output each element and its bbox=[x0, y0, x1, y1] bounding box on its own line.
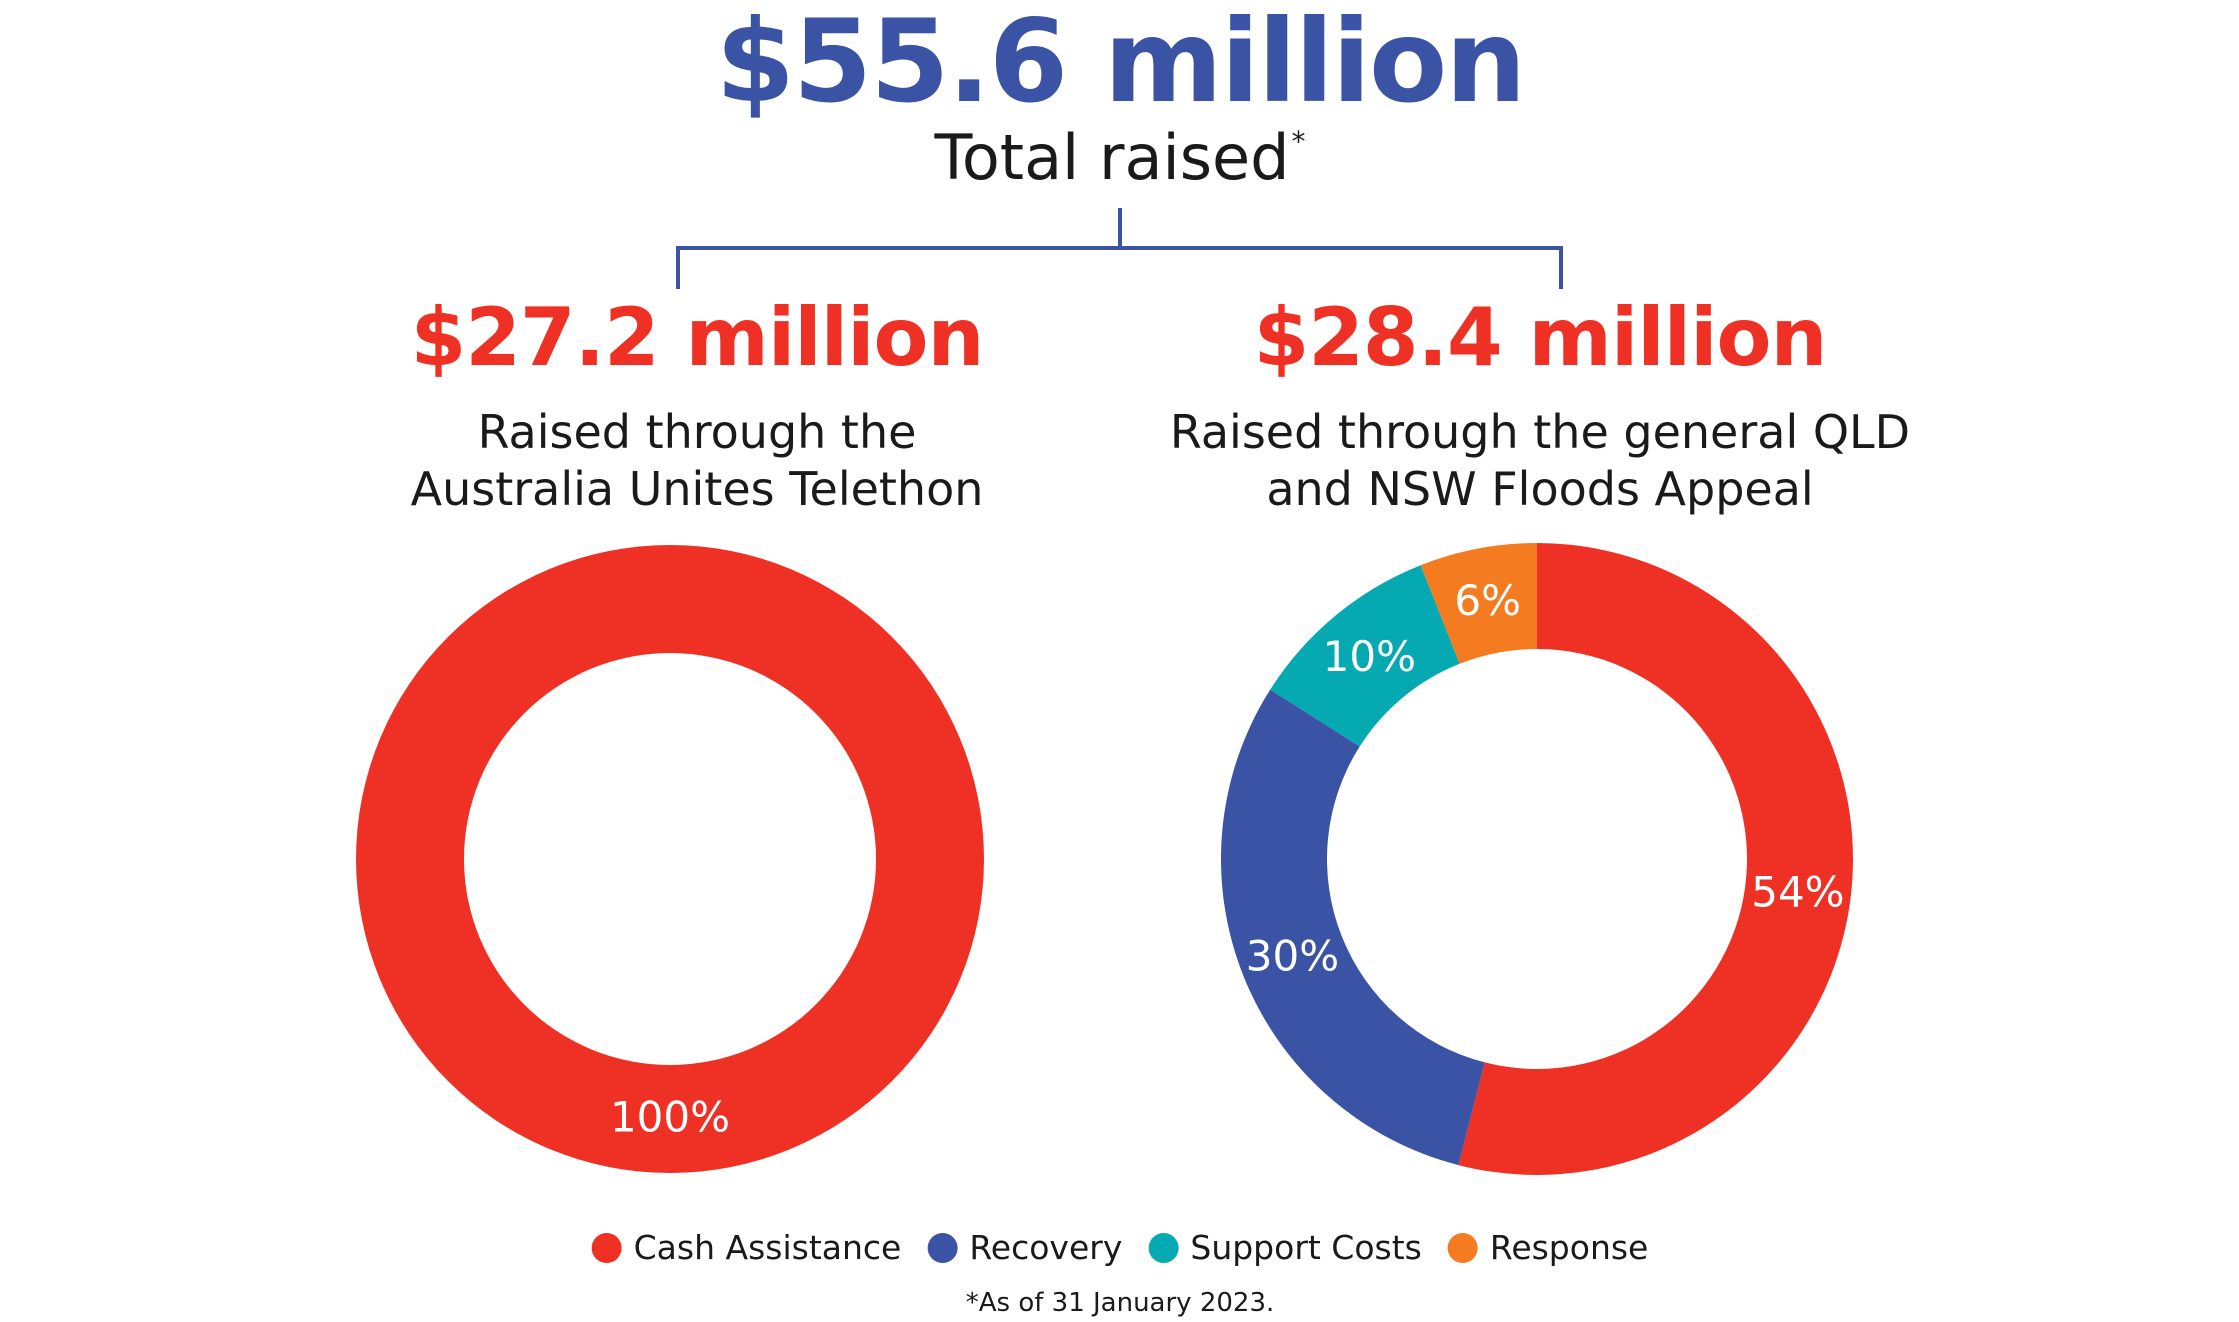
legend-swatch-response bbox=[1447, 1232, 1478, 1263]
legend-label-cash-assistance: Cash Assistance bbox=[633, 1228, 902, 1267]
donut-slice-recovery bbox=[1221, 689, 1485, 1166]
donut-label-recovery: 30% bbox=[1246, 931, 1339, 980]
legend-item-support-costs: Support Costs bbox=[1148, 1228, 1422, 1267]
legend-swatch-support-costs bbox=[1148, 1232, 1179, 1263]
donut-slice-support-costs bbox=[1270, 565, 1460, 747]
legend-label-support-costs: Support Costs bbox=[1190, 1228, 1422, 1267]
left-description-line2: Australia Unites Telethon bbox=[410, 462, 984, 516]
legend-item-response: Response bbox=[1447, 1228, 1649, 1267]
legend-swatch-recovery bbox=[927, 1232, 958, 1263]
legend-item-recovery: Recovery bbox=[927, 1228, 1122, 1267]
legend-label-response: Response bbox=[1489, 1228, 1649, 1267]
donut-slice-cash-assistance bbox=[1458, 543, 1853, 1175]
legend-label-recovery: Recovery bbox=[969, 1228, 1123, 1267]
legend-swatch-cash-assistance bbox=[591, 1232, 622, 1263]
footnote: *As of 31 January 2023. bbox=[965, 1288, 1275, 1318]
donut-label-support-costs: 10% bbox=[1323, 632, 1416, 681]
total-label-footnote-mark: * bbox=[1291, 125, 1306, 158]
right-description-line2: and NSW Floods Appeal bbox=[1266, 462, 1814, 516]
donut-slice-cash-assistance bbox=[356, 545, 984, 1173]
left-description-line1: Raised through the bbox=[477, 405, 917, 459]
donut-slice-response bbox=[1420, 543, 1537, 664]
total-label-text: Total raised bbox=[934, 121, 1290, 194]
legend-item-cash-assistance: Cash Assistance bbox=[591, 1228, 902, 1267]
donut-label-cash-assistance: 100% bbox=[610, 1093, 730, 1142]
right-amount: $28.4 million bbox=[1253, 291, 1828, 384]
right-description: Raised through the general QLD and NSW F… bbox=[1170, 404, 1910, 518]
donut-label-cash-assistance: 54% bbox=[1751, 867, 1844, 916]
left-amount: $27.2 million bbox=[410, 291, 985, 384]
left-description: Raised through the Australia Unites Tele… bbox=[411, 404, 984, 518]
total-amount: $55.6 million bbox=[715, 0, 1527, 128]
bracket-connector bbox=[676, 208, 1563, 289]
right-description-line1: Raised through the general QLD bbox=[1169, 405, 1911, 459]
total-label: Total raised* bbox=[934, 121, 1306, 194]
chart-legend: Cash Assistance Recovery Support Costs Resp… bbox=[591, 1228, 1649, 1267]
donut-label-response: 6% bbox=[1454, 576, 1521, 625]
